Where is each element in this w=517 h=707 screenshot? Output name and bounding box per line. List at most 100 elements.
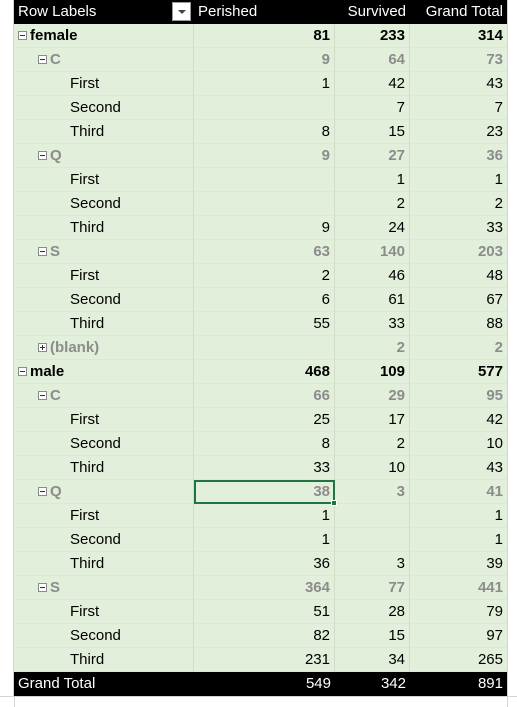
expand-icon[interactable] [38, 342, 47, 352]
row-labels-header[interactable]: Row Labels [14, 0, 194, 24]
grand-total-cell[interactable]: 23 [410, 120, 507, 144]
row-label-cell[interactable]: Third [14, 456, 194, 480]
perished-cell[interactable]: 66 [194, 384, 335, 408]
grand-total-cell[interactable]: 36 [410, 144, 507, 168]
row-label-cell[interactable]: Third [14, 216, 194, 240]
grand-total-cell[interactable]: 42 [410, 408, 507, 432]
perished-cell[interactable]: 9 [194, 48, 335, 72]
survived-cell[interactable]: 46 [335, 264, 410, 288]
row-label-cell[interactable]: Third [14, 120, 194, 144]
survived-cell[interactable]: 17 [335, 408, 410, 432]
row-label-cell[interactable]: First [14, 264, 194, 288]
row-label-cell[interactable]: Third [14, 648, 194, 672]
grand-total-cell[interactable]: 39 [410, 552, 507, 576]
grand-total-cell[interactable]: 43 [410, 456, 507, 480]
row-label-cell[interactable]: C [14, 48, 194, 72]
row-label-cell[interactable]: First [14, 504, 194, 528]
grand-total-cell[interactable]: 43 [410, 72, 507, 96]
collapse-icon[interactable] [18, 366, 27, 376]
survived-cell[interactable]: 29 [335, 384, 410, 408]
collapse-icon[interactable] [38, 54, 47, 64]
grand-total-cell[interactable]: 48 [410, 264, 507, 288]
survived-cell[interactable]: 3 [335, 552, 410, 576]
grand-total-cell[interactable]: 67 [410, 288, 507, 312]
grand-total-cell[interactable]: 33 [410, 216, 507, 240]
grand-total-cell[interactable]: 1 [410, 168, 507, 192]
grand-total-label[interactable]: Grand Total [14, 672, 194, 696]
collapse-icon[interactable] [38, 150, 47, 160]
perished-cell[interactable]: 468 [194, 360, 335, 384]
grand-total-cell[interactable]: 10 [410, 432, 507, 456]
grand-total-cell[interactable]: 577 [410, 360, 507, 384]
survived-cell[interactable]: 42 [335, 72, 410, 96]
row-label-cell[interactable]: First [14, 72, 194, 96]
survived-cell[interactable]: 140 [335, 240, 410, 264]
row-label-cell[interactable]: Second [14, 288, 194, 312]
survived-cell[interactable]: 28 [335, 600, 410, 624]
perished-cell[interactable]: 55 [194, 312, 335, 336]
survived-cell[interactable]: 33 [335, 312, 410, 336]
perished-cell[interactable]: 38 [194, 480, 335, 504]
row-label-cell[interactable]: S [14, 576, 194, 600]
perished-cell[interactable]: 9 [194, 144, 335, 168]
grand-total-cell[interactable]: 79 [410, 600, 507, 624]
grand-total-cell[interactable]: 88 [410, 312, 507, 336]
perished-cell[interactable]: 36 [194, 552, 335, 576]
grand-total-cell[interactable]: 97 [410, 624, 507, 648]
grand-total-cell[interactable]: 441 [410, 576, 507, 600]
survived-cell[interactable]: 2 [335, 192, 410, 216]
grand-total-cell[interactable]: 95 [410, 384, 507, 408]
perished-cell[interactable]: 33 [194, 456, 335, 480]
row-label-cell[interactable]: C [14, 384, 194, 408]
perished-cell[interactable]: 63 [194, 240, 335, 264]
survived-cell[interactable]: 109 [335, 360, 410, 384]
perished-cell[interactable]: 51 [194, 600, 335, 624]
row-label-cell[interactable]: Second [14, 624, 194, 648]
survived-cell[interactable]: 2 [335, 432, 410, 456]
grand-total-cell[interactable]: 2 [410, 192, 507, 216]
perished-cell[interactable] [194, 192, 335, 216]
row-labels-filter-dropdown-icon[interactable] [172, 2, 191, 21]
grand-total-cell[interactable]: 1 [410, 504, 507, 528]
grand-total-cell[interactable]: 265 [410, 648, 507, 672]
grand-total-survived[interactable]: 342 [335, 672, 410, 696]
survived-cell[interactable]: 1 [335, 168, 410, 192]
perished-cell[interactable]: 9 [194, 216, 335, 240]
row-label-cell[interactable]: Second [14, 432, 194, 456]
survived-cell[interactable] [335, 504, 410, 528]
row-label-cell[interactable]: female [14, 24, 194, 48]
survived-cell[interactable]: 10 [335, 456, 410, 480]
perished-cell[interactable]: 81 [194, 24, 335, 48]
collapse-icon[interactable] [38, 582, 47, 592]
survived-cell[interactable]: 77 [335, 576, 410, 600]
perished-cell[interactable]: 6 [194, 288, 335, 312]
survived-cell[interactable]: 7 [335, 96, 410, 120]
row-label-cell[interactable]: S [14, 240, 194, 264]
perished-cell[interactable]: 82 [194, 624, 335, 648]
survived-cell[interactable]: 61 [335, 288, 410, 312]
grand-total-perished[interactable]: 549 [194, 672, 335, 696]
perished-cell[interactable]: 1 [194, 528, 335, 552]
row-label-cell[interactable]: Second [14, 96, 194, 120]
row-label-cell[interactable]: First [14, 600, 194, 624]
survived-cell[interactable]: 3 [335, 480, 410, 504]
row-label-cell[interactable]: (blank) [14, 336, 194, 360]
row-label-cell[interactable]: First [14, 408, 194, 432]
row-label-cell[interactable]: Q [14, 480, 194, 504]
perished-cell[interactable]: 2 [194, 264, 335, 288]
grand-total-total[interactable]: 891 [410, 672, 507, 696]
grand-total-cell[interactable]: 41 [410, 480, 507, 504]
grand-total-cell[interactable]: 314 [410, 24, 507, 48]
survived-header[interactable]: Survived [335, 0, 410, 24]
perished-cell[interactable]: 8 [194, 432, 335, 456]
row-label-cell[interactable]: Q [14, 144, 194, 168]
collapse-icon[interactable] [38, 486, 47, 496]
survived-cell[interactable]: 24 [335, 216, 410, 240]
survived-cell[interactable]: 27 [335, 144, 410, 168]
perished-cell[interactable]: 364 [194, 576, 335, 600]
perished-cell[interactable] [194, 168, 335, 192]
survived-cell[interactable]: 233 [335, 24, 410, 48]
survived-cell[interactable]: 64 [335, 48, 410, 72]
survived-cell[interactable]: 15 [335, 624, 410, 648]
fill-handle[interactable] [331, 500, 337, 506]
